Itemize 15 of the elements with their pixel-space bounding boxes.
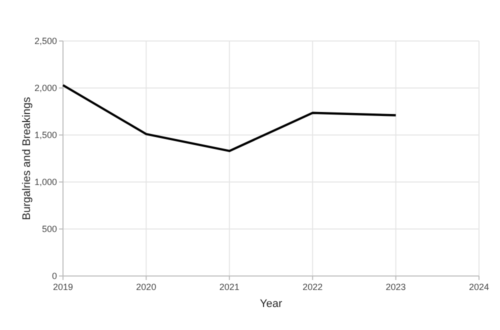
y-tick-label: 0	[52, 271, 57, 282]
y-tick-label: 1,000	[34, 177, 57, 188]
x-axis-title: Year	[260, 298, 282, 310]
y-tick-label: 2,500	[34, 36, 57, 46]
x-tick-label: 2020	[136, 282, 156, 292]
x-tick-label: 2019	[52, 282, 74, 292]
x-tick-label: 2022	[302, 282, 323, 292]
x-tick-label: 2021	[219, 282, 240, 292]
y-axis-title: Burgalries and Breakings	[21, 96, 33, 220]
line-series	[62, 84, 397, 152]
y-tick-label: 1,500	[34, 130, 57, 140]
y-tick-label: 500	[42, 224, 57, 234]
x-tick-label: 2024	[468, 282, 490, 292]
x-tick-label: 2023	[386, 282, 406, 292]
y-tick-label: 2,000	[34, 83, 57, 94]
